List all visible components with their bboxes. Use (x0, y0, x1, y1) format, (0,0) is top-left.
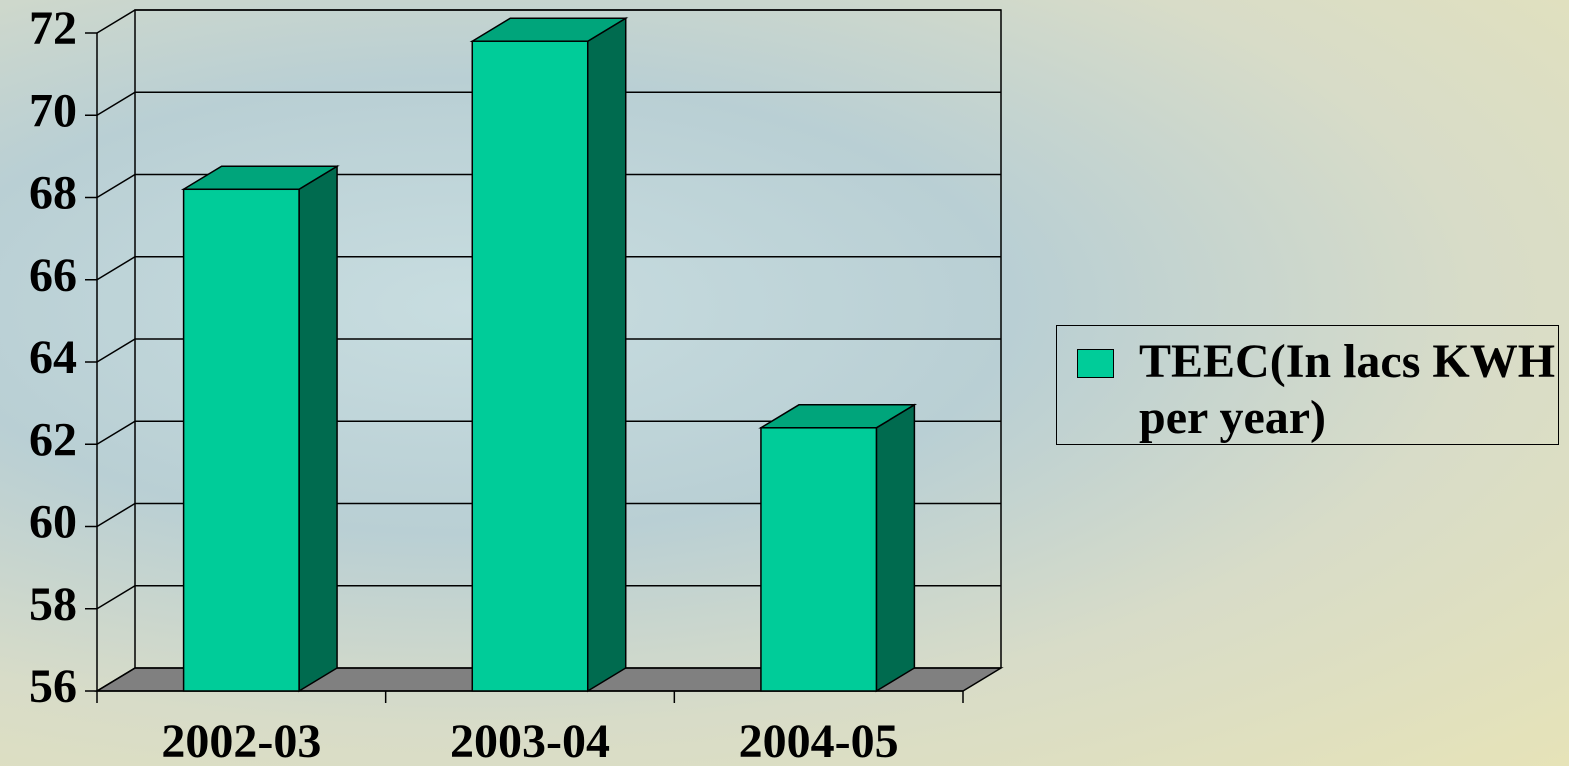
y-tick-label: 58 (29, 578, 77, 631)
y-tick-label: 64 (29, 331, 77, 384)
y-tick-label: 66 (29, 249, 77, 302)
grid-line (96, 173, 1001, 199)
legend-label: TEEC(In lacs KWH per year) (1139, 335, 1556, 444)
y-tick-label: 68 (29, 167, 77, 220)
bar (760, 427, 878, 692)
y-tick-label: 60 (29, 496, 77, 549)
grid-line (96, 9, 1001, 34)
grid-line (96, 91, 1001, 116)
legend: TEEC(In lacs KWH per year) (1056, 325, 1559, 445)
grid-line (96, 667, 1001, 692)
grid-line (96, 420, 1001, 445)
x-tick-label: 2003-04 (450, 715, 610, 766)
legend-swatch (1077, 349, 1114, 378)
bar (182, 188, 300, 692)
x-tick-label: 2004-05 (739, 715, 899, 766)
y-tick-label: 62 (29, 413, 77, 466)
bar-side (586, 16, 627, 693)
bar-side (298, 164, 338, 693)
x-tick-label: 2002-03 (161, 715, 321, 766)
y-tick-label: 56 (29, 660, 77, 713)
y-tick-label: 70 (29, 84, 77, 137)
bar (471, 40, 589, 692)
grid-line (96, 585, 1001, 610)
y-tick-label: 72 (29, 2, 77, 55)
grid-line (96, 256, 1001, 281)
grid-line (96, 338, 1001, 363)
grid-line (96, 502, 1001, 528)
bar-side (875, 403, 916, 693)
